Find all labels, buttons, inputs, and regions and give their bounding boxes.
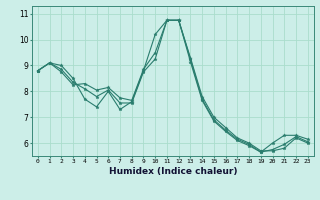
X-axis label: Humidex (Indice chaleur): Humidex (Indice chaleur) xyxy=(108,167,237,176)
